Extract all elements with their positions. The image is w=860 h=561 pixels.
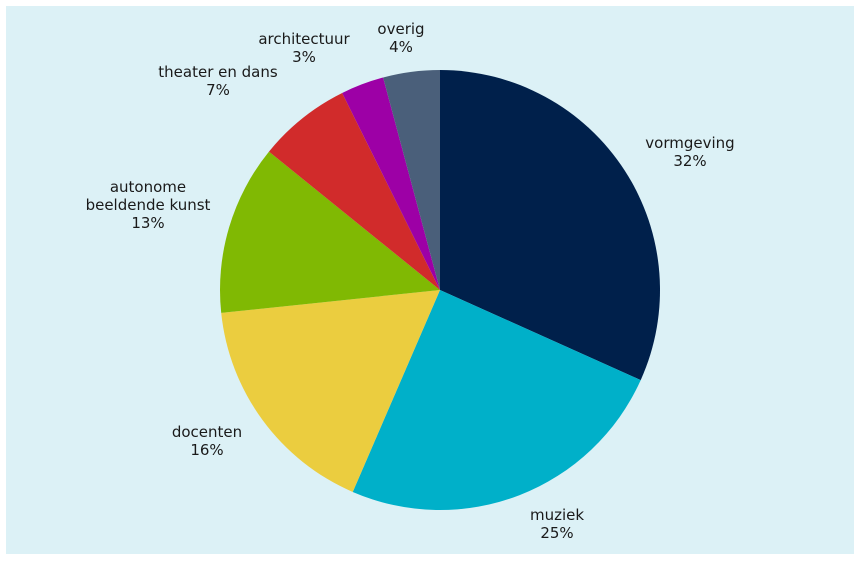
slice-name-label: docenten [172, 423, 242, 441]
pie-labels: vormgeving 32% muziek 25% docenten 16% autonom… [86, 20, 735, 542]
slice-name-label: theater en dans [158, 63, 278, 81]
pie-slice-overig [383, 70, 440, 290]
slice-label-theater-en-dans: theater en dans 7% [158, 63, 278, 99]
slice-percent-label: 32% [673, 152, 706, 170]
slice-label-docenten: docenten 16% [172, 423, 242, 459]
pie-slice-architectuur [342, 77, 440, 290]
slice-label-architectuur: architectuur 3% [258, 30, 350, 66]
slice-name-label: autonome [110, 178, 186, 196]
slice-percent-label: 16% [190, 441, 223, 459]
slice-label-vormgeving: vormgeving 32% [645, 134, 734, 170]
slice-name-label: beeldende kunst [86, 196, 211, 214]
pie-slice-autonome-beeldende-kunst [219, 151, 440, 313]
slice-label-overig: overig 4% [377, 20, 424, 56]
slice-label-muziek: muziek 25% [530, 506, 584, 542]
slice-percent-label: 3% [292, 48, 316, 66]
slice-percent-label: 4% [389, 38, 413, 56]
slice-percent-label: 25% [540, 524, 573, 542]
pie-slice-docenten [221, 290, 440, 492]
pie-slice-muziek [352, 290, 641, 511]
slice-percent-label: 7% [206, 81, 230, 99]
slice-percent-label: 13% [131, 214, 164, 232]
slice-name-label: muziek [530, 506, 584, 524]
pie-slice-vormgeving [440, 70, 660, 381]
slice-name-label: vormgeving [645, 134, 734, 152]
pie-slices [219, 70, 660, 511]
slice-name-label: architectuur [258, 30, 350, 48]
slice-name-label: overig [377, 20, 424, 38]
pie-slice-theater-en-dans [268, 92, 440, 290]
slice-label-autonome-beeldende-kunst: autonome beeldende kunst 13% [86, 178, 211, 232]
